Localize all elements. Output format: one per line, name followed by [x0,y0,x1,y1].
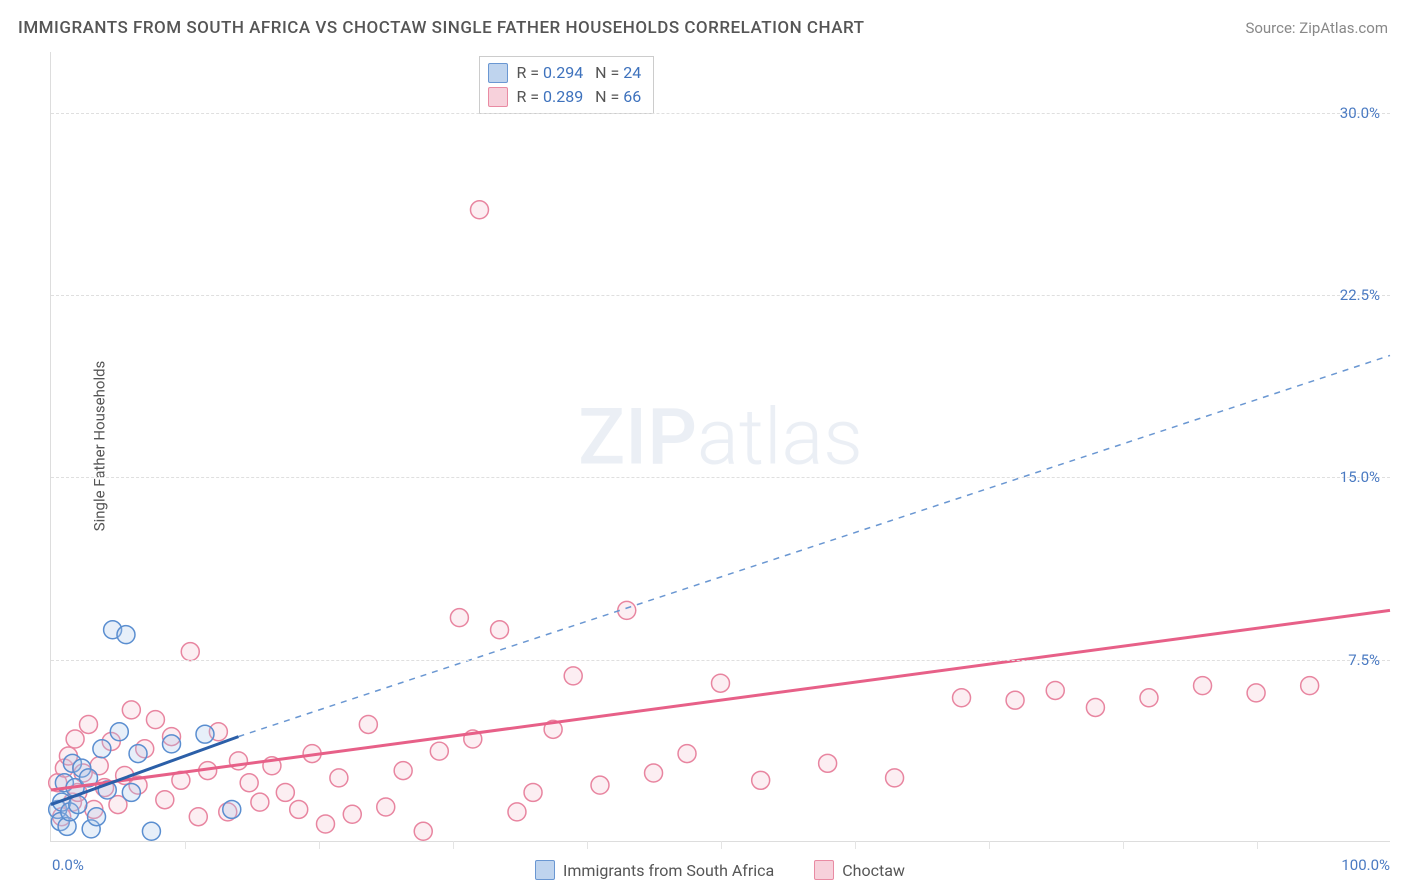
data-point-pink [1194,677,1212,695]
data-point-pink [156,791,174,809]
trend-line [51,610,1390,790]
y-tick-label: 15.0% [1340,468,1380,486]
gridline-h [51,295,1390,296]
data-point-pink [276,783,294,801]
data-point-pink [752,771,770,789]
data-point-pink [317,815,335,833]
data-point-blue [117,626,135,644]
data-point-pink [240,774,258,792]
data-point-pink [290,800,308,818]
data-point-pink [491,621,509,639]
data-point-blue [163,735,181,753]
data-point-pink [1140,689,1158,707]
gridline-h [51,660,1390,661]
data-point-blue [93,740,111,758]
x-tick-mark [1257,841,1258,849]
data-point-pink [508,803,526,821]
legend-swatch-blue [535,860,555,880]
data-point-pink [251,793,269,811]
x-tick-mark [319,841,320,849]
data-point-pink [564,667,582,685]
data-point-pink [330,769,348,787]
data-point-pink [394,762,412,780]
data-point-blue [129,745,147,763]
data-point-pink [189,808,207,826]
x-tick-min: 0.0% [52,856,84,874]
y-tick-label: 7.5% [1348,651,1380,669]
x-tick-mark [855,841,856,849]
data-point-pink [359,715,377,733]
y-tick-label: 30.0% [1340,104,1380,122]
x-tick-mark [587,841,588,849]
data-point-blue [142,822,160,840]
data-point-pink [122,701,140,719]
data-point-pink [450,609,468,627]
source-label: Source: ZipAtlas.com [1245,19,1388,37]
chart-title: IMMIGRANTS FROM SOUTH AFRICA VS CHOCTAW … [18,18,864,38]
data-point-pink [1247,684,1265,702]
x-tick-mark [1123,841,1124,849]
data-point-pink [430,742,448,760]
series-legend: Immigrants from South Africa Choctaw [50,860,1390,880]
data-point-blue [223,800,241,818]
data-point-pink [1006,691,1024,709]
data-point-pink [618,601,636,619]
data-point-pink [343,805,361,823]
data-point-blue [88,808,106,826]
legend-swatch-pink [814,860,834,880]
gridline-h [51,113,1390,114]
source-link[interactable]: ZipAtlas.com [1299,19,1388,37]
y-tick-label: 22.5% [1340,286,1380,304]
data-point-pink [591,776,609,794]
data-point-pink [678,745,696,763]
x-tick-mark [721,841,722,849]
x-tick-mark [453,841,454,849]
data-point-pink [146,711,164,729]
gridline-h [51,477,1390,478]
plot-area: ZIPatlas R = 0.294 N = 24R = 0.289 N = 6… [50,52,1390,842]
x-tick-mark [185,841,186,849]
data-point-blue [196,725,214,743]
data-point-pink [414,822,432,840]
data-point-pink [819,754,837,772]
x-tick-mark [989,841,990,849]
data-point-pink [1046,681,1064,699]
data-point-pink [953,689,971,707]
trend-line [238,355,1390,736]
data-point-pink [712,674,730,692]
data-point-pink [79,715,97,733]
data-point-blue [110,723,128,741]
x-tick-max: 100.0% [1341,856,1390,874]
data-point-pink [181,643,199,661]
data-point-pink [377,798,395,816]
data-point-blue [122,783,140,801]
data-point-pink [886,769,904,787]
data-point-pink [1086,698,1104,716]
data-point-pink [470,201,488,219]
data-point-pink [524,783,542,801]
data-point-pink [645,764,663,782]
data-point-pink [1301,677,1319,695]
series-legend-item-blue: Immigrants from South Africa [535,860,774,880]
scatter-svg [51,52,1390,841]
chart-header: IMMIGRANTS FROM SOUTH AFRICA VS CHOCTAW … [18,18,1388,38]
data-point-pink [66,730,84,748]
series-legend-item-pink: Choctaw [814,860,905,880]
